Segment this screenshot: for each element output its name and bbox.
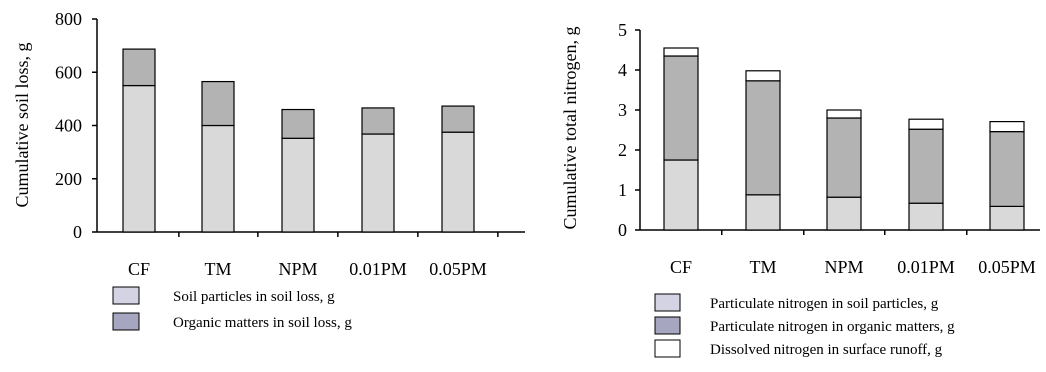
y-tick-label: 2 (618, 140, 627, 160)
y-tick-label: 0 (618, 220, 627, 240)
bar-segment (441, 105, 475, 133)
bar-segment (745, 70, 781, 82)
y-axis-title: Cumulative total nitrogen, g (560, 27, 580, 230)
legend-swatch (112, 312, 140, 331)
y-tick-label: 5 (618, 20, 627, 40)
bar-segment (826, 196, 862, 231)
y-tick-label: 1 (618, 180, 627, 200)
legend-swatch (654, 293, 681, 312)
y-axis-title: Cumulative soil loss, g (12, 42, 32, 207)
y-tick-label: 600 (55, 62, 82, 82)
legend-label: Organic matters in soil loss, g (173, 315, 352, 331)
y-tick-label: 400 (55, 116, 82, 136)
x-category-label: CF (670, 257, 692, 277)
legend-swatch (112, 286, 140, 305)
bar-segment (361, 133, 395, 233)
bar-segment (122, 48, 156, 87)
legend-label: Soil particles in soil loss, g (173, 289, 335, 305)
x-category-label: NPM (278, 259, 317, 279)
bar-segment (826, 109, 862, 119)
x-category-label: 0.01PM (349, 259, 407, 279)
legend-swatch (654, 339, 681, 358)
legend-label: Dissolved nitrogen in surface runoff, g (710, 342, 943, 358)
bar-segment (281, 108, 315, 139)
bar-segment (361, 107, 395, 135)
x-category-label: TM (205, 259, 232, 279)
bar-segment (989, 131, 1025, 208)
bar-segment (663, 55, 699, 161)
bar-segment (201, 124, 235, 233)
x-category-label: 0.01PM (897, 257, 955, 277)
y-tick-label: 0 (73, 222, 82, 242)
bar-segment (201, 80, 235, 127)
bar-segment (745, 80, 781, 196)
bar-segment (908, 202, 944, 231)
legend-swatch (654, 316, 681, 335)
x-category-label: CF (128, 259, 150, 279)
total-nitrogen-chart: Cumulative total nitrogen, g 0 1 2 3 4 5 CF TM N… (560, 20, 1040, 358)
y-tick-label: 800 (55, 9, 82, 29)
x-category-label: 0.05PM (429, 259, 487, 279)
legend-label: Particulate nitrogen in organic matters,… (710, 319, 955, 335)
x-category-label: NPM (824, 257, 863, 277)
x-category-label: TM (750, 257, 777, 277)
bar-segment (663, 159, 699, 231)
y-tick-label: 3 (618, 100, 627, 120)
bar-segment (281, 137, 315, 233)
bar-segment (122, 84, 156, 233)
bar-segment (989, 120, 1025, 133)
y-tick-label: 200 (55, 169, 82, 189)
y-tick-label: 4 (618, 60, 627, 80)
legend-label: Particulate nitrogen in soil particles, … (710, 296, 939, 312)
soil-loss-chart: Cumulative soil loss, g 0 200 400 600 800 CF T… (12, 9, 525, 331)
bar-segment (745, 194, 781, 231)
bar-segment (826, 117, 862, 198)
bar-segment (663, 47, 699, 57)
bar-segment (908, 118, 944, 130)
bar-segment (989, 205, 1025, 231)
bar-segment (441, 131, 475, 233)
x-category-label: 0.05PM (978, 257, 1036, 277)
bar-segment (908, 128, 944, 204)
